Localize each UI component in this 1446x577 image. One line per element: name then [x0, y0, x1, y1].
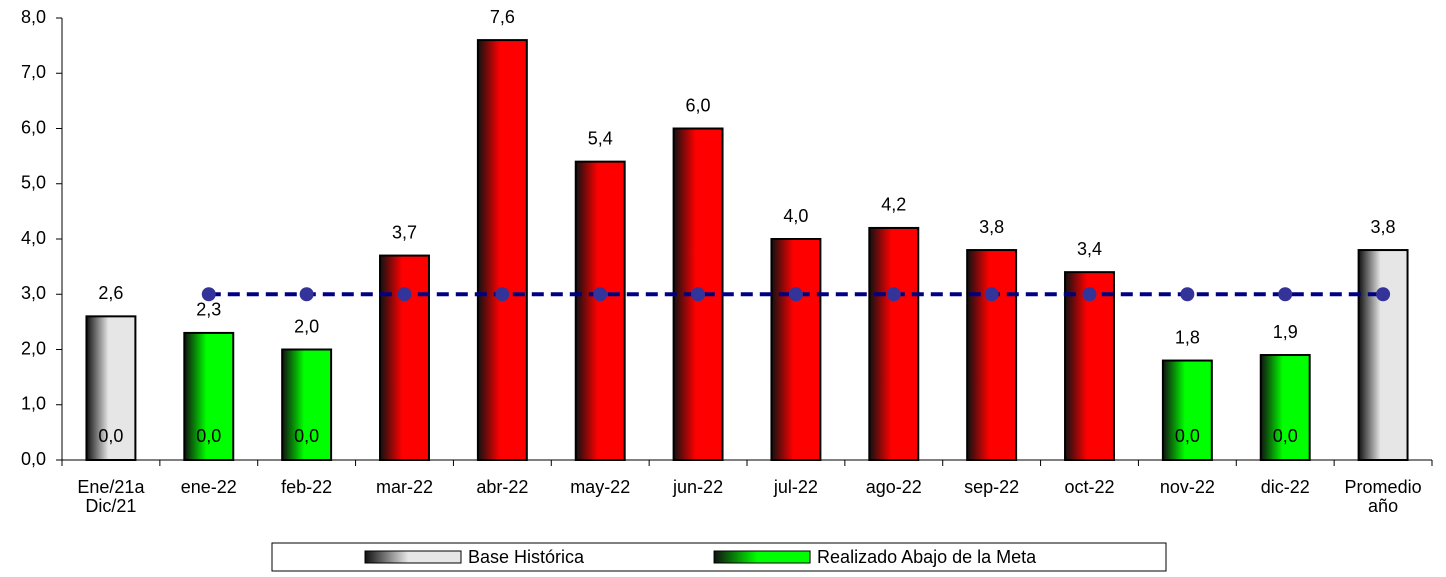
target-point — [593, 287, 608, 302]
x-tick-label: Dic/21 — [85, 496, 136, 516]
x-tick-label: feb-22 — [281, 477, 332, 497]
legend-swatch — [364, 550, 462, 564]
value-label: 4,2 — [881, 195, 906, 215]
value-label: 5,4 — [588, 128, 613, 148]
value-label: 1,9 — [1273, 322, 1298, 342]
x-tick-label: oct-22 — [1064, 477, 1114, 497]
legend-label: Realizado Abajo de la Meta — [817, 547, 1037, 567]
y-tick-label: 7,0 — [21, 62, 46, 82]
y-tick-label: 5,0 — [21, 173, 46, 193]
target-point — [201, 287, 216, 302]
value-label: 2,3 — [196, 300, 221, 320]
y-tick-label: 0,0 — [21, 449, 46, 469]
value-label: 2,0 — [294, 316, 319, 336]
x-tick-label: dic-22 — [1261, 477, 1310, 497]
x-tick-label: año — [1368, 496, 1398, 516]
target-point — [397, 287, 412, 302]
bar — [183, 331, 235, 461]
target-point — [299, 287, 314, 302]
target-point — [886, 287, 901, 302]
bar — [85, 315, 137, 461]
y-tick-label: 3,0 — [21, 283, 46, 303]
value-label: 0,0 — [1273, 426, 1298, 446]
x-tick-label: jun-22 — [672, 477, 723, 497]
target-point — [1082, 287, 1097, 302]
bar — [1357, 249, 1409, 461]
value-label: 3,8 — [1371, 217, 1396, 237]
value-label: 0,0 — [294, 426, 319, 446]
y-tick-label: 6,0 — [21, 117, 46, 137]
value-label: 3,4 — [1077, 239, 1102, 259]
target-point — [1376, 287, 1391, 302]
bar — [868, 226, 920, 461]
value-label: 0,0 — [98, 426, 123, 446]
legend-label: Base Histórica — [468, 547, 585, 567]
bar — [574, 160, 626, 461]
bar — [379, 254, 430, 461]
value-label: 2,6 — [98, 283, 123, 303]
x-tick-label: mar-22 — [376, 477, 433, 497]
x-tick-label: sep-22 — [964, 477, 1019, 497]
y-tick-label: 4,0 — [21, 228, 46, 248]
y-tick-label: 8,0 — [21, 7, 46, 27]
bar — [770, 238, 822, 461]
bar — [1259, 354, 1311, 461]
x-tick-label: nov-22 — [1160, 477, 1215, 497]
y-tick-label: 1,0 — [21, 394, 46, 414]
bar — [1161, 359, 1213, 461]
target-point — [984, 287, 999, 302]
target-point — [1278, 287, 1293, 302]
target-point — [691, 287, 706, 302]
value-label: 0,0 — [1175, 426, 1200, 446]
bar — [476, 39, 528, 461]
x-tick-label: ene-22 — [181, 477, 237, 497]
target-point — [495, 287, 510, 302]
x-tick-label: may-22 — [570, 477, 630, 497]
value-label: 6,0 — [686, 95, 711, 115]
value-label: 1,8 — [1175, 327, 1200, 347]
x-tick-label: Promedio — [1345, 477, 1422, 497]
x-tick-label: jul-22 — [773, 477, 818, 497]
y-tick-label: 2,0 — [21, 338, 46, 358]
x-tick-label: ago-22 — [866, 477, 922, 497]
x-tick-label: Ene/21a — [77, 477, 145, 497]
target-point — [788, 287, 803, 302]
value-label: 4,0 — [783, 206, 808, 226]
x-tick-label: abr-22 — [476, 477, 528, 497]
legend-swatch — [713, 550, 811, 564]
value-label: 0,0 — [196, 426, 221, 446]
bar — [281, 348, 333, 461]
target-point — [1180, 287, 1195, 302]
bar — [966, 249, 1018, 461]
value-label: 3,7 — [392, 222, 417, 242]
value-label: 3,8 — [979, 217, 1004, 237]
bar — [1064, 271, 1115, 461]
value-label: 7,6 — [490, 7, 515, 27]
